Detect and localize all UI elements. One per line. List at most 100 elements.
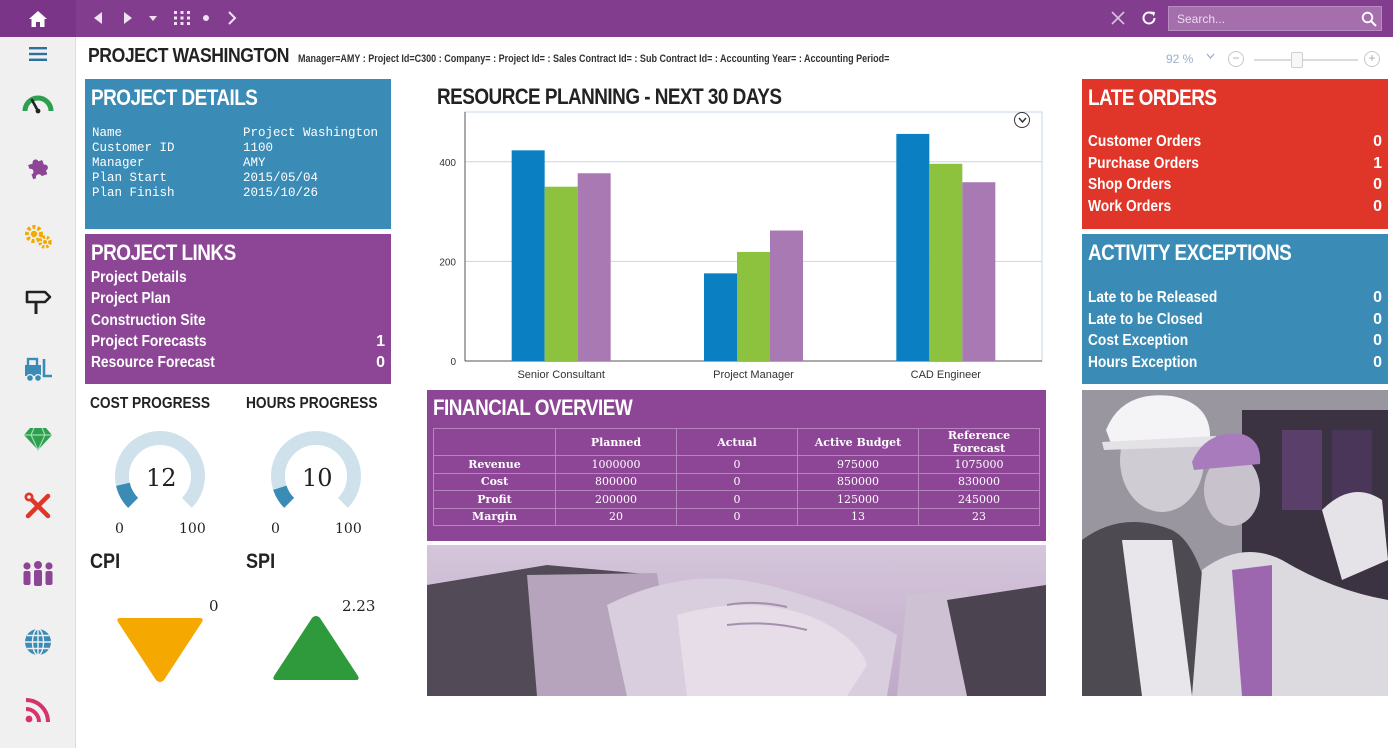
gauge-fill [116,482,139,508]
search-placeholder: Search... [1177,11,1226,26]
zoom-value[interactable]: 92 % [1166,52,1194,66]
people-icon [23,561,53,586]
grid-icon [174,11,190,25]
bar-cad-engineer-s3 [962,182,996,361]
table-header-row: Planned Actual Active Budget Reference F… [433,428,1040,456]
hours-progress-label: HOURS PROGRESS [246,395,378,412]
up-triangle-icon [273,616,359,680]
sidebar-item-gauge[interactable] [18,82,58,122]
exception-late-closed[interactable]: Late to be Closed 0 [1088,310,1382,328]
caret-down-icon [149,16,157,21]
activity-exceptions-list: Late to be Released 0 Late to be Closed 0 … [1088,287,1382,373]
details-row: Name Project Washington [92,126,379,140]
link-resource-forecast[interactable]: Resource Forecast 0 [91,354,385,372]
bar-senior-consultant-s3 [577,173,611,361]
late-purchase-orders[interactable]: Purchase Orders 1 [1088,154,1382,172]
link-construction-site[interactable]: Construction Site [91,311,206,329]
link-project-plan[interactable]: Project Plan [91,290,171,308]
bar-project-manager-s1 [704,273,737,361]
zoom-slider-track[interactable] [1254,59,1358,61]
late-shop-orders[interactable]: Shop Orders 0 [1088,176,1382,193]
chevron-right-icon [228,11,237,25]
zoom-out-button[interactable]: − [1228,51,1244,67]
table-row: Margin 20 0 13 23 [433,507,1040,526]
cpi-indicator [117,618,203,682]
gauge-fill [273,485,295,508]
sidebar-item-diamond[interactable] [18,418,58,458]
table-row: Cost 800000 0 850000 830000 [433,472,1040,491]
spi-label: SPI [246,550,276,573]
handshake-photo [427,545,1046,696]
late-orders-title: LATE ORDERS [1088,85,1217,110]
apps-grid-button[interactable] [170,6,194,30]
y-tick-label: 200 [439,257,456,268]
spi-indicator [273,616,359,680]
late-orders-list: Customer Orders 0 Purchase Orders 1 Shop O… [1088,131,1382,217]
sidebar-item-gears[interactable] [18,216,58,256]
cost-progress-label: COST PROGRESS [90,395,211,412]
late-customer-orders[interactable]: Customer Orders 0 [1088,133,1382,150]
puzzle-icon [28,159,48,180]
search-input[interactable]: Search... [1168,6,1382,31]
refresh-button[interactable] [1137,6,1161,30]
cost-progress-gauge [115,431,205,508]
sidebar-item-globe[interactable] [18,622,58,662]
exception-cost[interactable]: Cost Exception 0 [1088,332,1382,349]
spi-value: 2.23 [342,597,376,615]
late-orders-tile: LATE ORDERS Customer Orders 0 Purchase Or… [1082,79,1388,229]
context-filter-line: Manager=AMY : Project Id=C300 : Company=… [298,53,890,65]
late-work-orders[interactable]: Work Orders 0 [1088,197,1382,215]
bar-cad-engineer-s2 [929,163,963,361]
search-button[interactable] [1357,7,1381,31]
exception-late-released[interactable]: Late to be Released 0 [1088,289,1382,306]
gauge-icon [22,95,54,114]
link-project-details[interactable]: Project Details [91,269,187,286]
table-row: Revenue 1000000 0 975000 1075000 [433,455,1040,474]
hours-progress-max: 100 [335,521,362,537]
gauge-track [115,431,205,508]
resource-chart-title: RESOURCE PLANNING - NEXT 30 DAYS [437,84,782,109]
home-button[interactable] [0,0,76,37]
details-row: Manager AMY [92,156,266,170]
hours-progress-gauge [271,431,361,508]
cpi-label: CPI [90,550,121,573]
hours-progress-value: 10 [302,464,333,492]
activity-exceptions-title: ACTIVITY EXCEPTIONS [1088,240,1292,265]
gears-icon [25,225,52,249]
x-tick-label: Senior Consultant [517,369,604,381]
cpi-value: 0 [209,597,219,615]
hours-progress-min: 0 [271,521,280,537]
breadcrumb-chevron[interactable] [220,6,244,30]
exception-hours[interactable]: Hours Exception 0 [1088,353,1382,371]
chevron-down-icon [1206,53,1215,59]
bar-project-manager-s3 [770,230,803,361]
activity-exceptions-tile: ACTIVITY EXCEPTIONS Late to be Released 0… [1082,234,1388,384]
breadcrumb-dot[interactable] [198,6,214,30]
details-row: Plan Finish 2015/10/26 [92,186,319,200]
page-title: PROJECT WASHINGTON [88,45,290,67]
sidebar-item-people[interactable] [18,554,58,594]
details-row: Customer ID 1100 [92,141,274,155]
link-project-forecasts[interactable]: Project Forecasts 1 [91,332,385,350]
history-dropdown[interactable] [144,6,162,30]
zoom-dropdown[interactable] [1206,51,1215,62]
sidebar-item-puzzle[interactable] [18,148,58,188]
dot-icon [203,15,209,21]
gauge-track [271,431,361,508]
sidebar-item-tools[interactable] [18,486,58,526]
bar-cad-engineer-s1 [896,133,930,361]
forward-button[interactable] [116,6,140,30]
back-button[interactable] [86,6,110,30]
down-triangle-icon [117,618,203,682]
x-tick-label: CAD Engineer [911,369,982,381]
sidebar-item-forklift[interactable] [18,350,58,390]
chart-options-button[interactable] [1014,112,1030,128]
project-details-tile: PROJECT DETAILS Name Project Washington C… [85,79,391,229]
zoom-in-button[interactable]: + [1364,51,1380,67]
y-tick-label: 0 [450,357,456,368]
sidebar-item-rss[interactable] [18,690,58,730]
zoom-slider-thumb[interactable] [1291,52,1303,68]
sidebar-item-signpost[interactable] [18,282,58,322]
close-button[interactable] [1106,6,1130,30]
menu-button[interactable] [0,37,76,71]
